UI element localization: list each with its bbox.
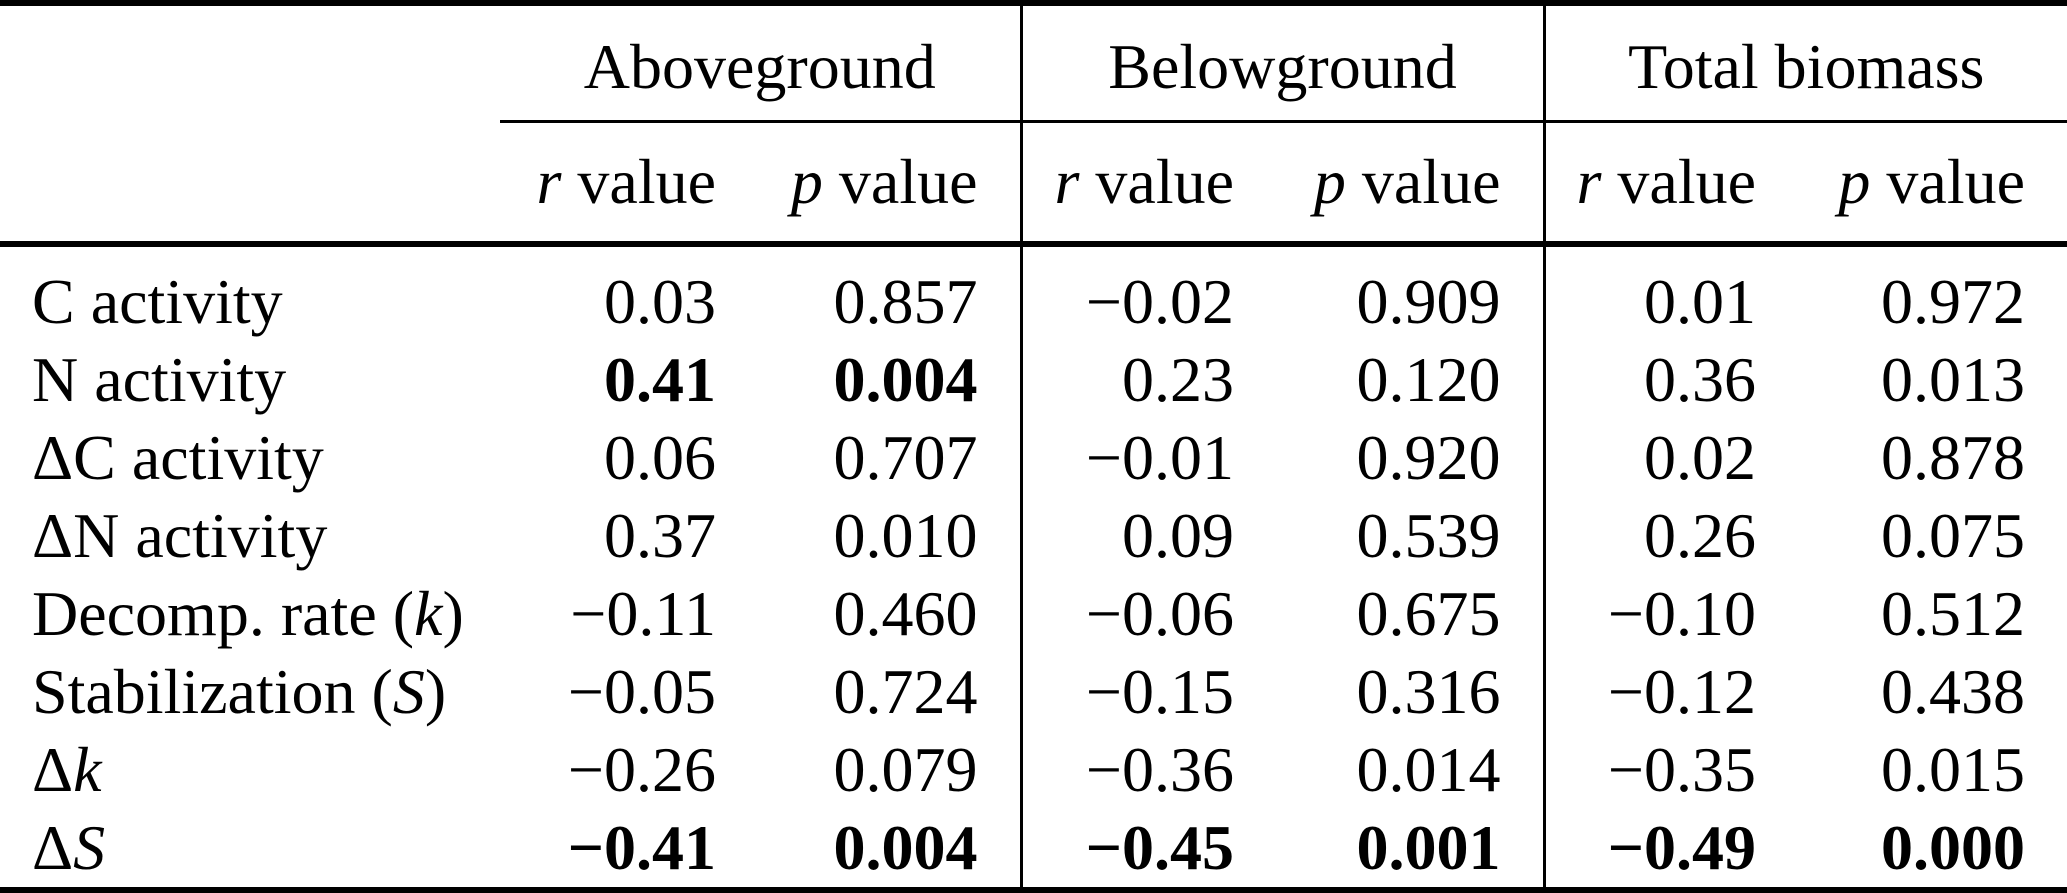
p-label-rest: value: [1870, 146, 2025, 217]
value-cell-belowground-p: 0.001: [1356, 812, 1501, 883]
value-cell-aboveground-r: 0.37: [604, 500, 716, 571]
value-cell-total-r: −0.10: [1542, 575, 1780, 653]
row-label: ΔC activity: [32, 422, 324, 493]
column-header-aboveground-p: p value: [740, 121, 1021, 247]
row-label: ΔS: [32, 812, 106, 883]
r-label-rest: value: [1601, 146, 1756, 217]
r-label-rest: value: [561, 146, 716, 217]
value-cell-belowground-r: −0.01: [1019, 419, 1258, 497]
table-row: ΔC activity 0.06 0.707 −0.01 0.920 0.02 …: [0, 419, 2067, 497]
p-symbol: p: [1313, 146, 1346, 217]
value-cell-belowground-p: 0.014: [1356, 734, 1501, 805]
value-cell-belowground-r: −0.06: [1019, 575, 1258, 653]
corner-cell-2: [0, 121, 500, 247]
p-label-rest: value: [822, 146, 978, 217]
group-header-row: Aboveground Belowground Total biomass: [0, 3, 2067, 123]
value-cell-belowground-r: −0.45: [1019, 809, 1258, 890]
value-cell-total-r: 0.36: [1542, 341, 1780, 419]
value-cell-aboveground-r: −0.26: [567, 734, 716, 805]
value-cell-belowground-r: −0.36: [1019, 731, 1258, 809]
column-header-row: r value p value r value p value r value …: [0, 121, 2067, 247]
value-cell-aboveground-r: 0.41: [604, 344, 716, 415]
value-cell-total-p: 0.972: [1881, 266, 2025, 337]
value-cell-belowground-p: 0.675: [1356, 578, 1501, 649]
value-cell-total-p: 0.075: [1881, 500, 2025, 571]
value-cell-total-r: 0.01: [1542, 244, 1780, 341]
value-cell-aboveground-r: 0.06: [604, 422, 716, 493]
p-symbol: p: [790, 146, 823, 217]
p-symbol: p: [1838, 146, 1871, 217]
value-cell-belowground-r: 0.23: [1019, 341, 1258, 419]
value-cell-belowground-p: 0.909: [1356, 266, 1501, 337]
column-header-total-r: r value: [1542, 121, 1780, 247]
group-header-aboveground: Aboveground: [500, 3, 1021, 123]
value-cell-total-r: 0.26: [1542, 497, 1780, 575]
value-cell-total-p: 0.015: [1881, 734, 2025, 805]
value-cell-aboveground-r: −0.41: [567, 812, 716, 883]
group-header-total-biomass: Total biomass: [1542, 3, 2067, 123]
value-cell-total-r: −0.35: [1542, 731, 1780, 809]
table-row: Δk −0.26 0.079 −0.36 0.014 −0.35 0.015: [0, 731, 2067, 809]
table-row: Decomp. rate (k) −0.11 0.460 −0.06 0.675…: [0, 575, 2067, 653]
value-cell-aboveground-p: 0.010: [833, 500, 978, 571]
value-cell-aboveground-p: 0.724: [833, 656, 978, 727]
r-label-rest: value: [1079, 146, 1234, 217]
row-label: N activity: [32, 344, 287, 415]
row-label: Δk: [32, 734, 102, 805]
table-row: Stabilization (S) −0.05 0.724 −0.15 0.31…: [0, 653, 2067, 731]
value-cell-total-p: 0.878: [1881, 422, 2025, 493]
column-header-belowground-p: p value: [1258, 121, 1544, 247]
table-row: ΔS −0.41 0.004 −0.45 0.001 −0.49 0.000: [0, 809, 2067, 890]
p-label-rest: value: [1345, 146, 1501, 217]
row-label: C activity: [32, 266, 283, 337]
value-cell-belowground-p: 0.920: [1356, 422, 1501, 493]
value-cell-belowground-p: 0.316: [1356, 656, 1501, 727]
table-row: N activity 0.41 0.004 0.23 0.120 0.36 0.…: [0, 341, 2067, 419]
value-cell-total-p: 0.000: [1881, 812, 2025, 883]
value-cell-aboveground-p: 0.079: [833, 734, 978, 805]
value-cell-aboveground-p: 0.004: [833, 812, 978, 883]
value-cell-total-p: 0.438: [1881, 656, 2025, 727]
corner-cell: [0, 3, 500, 122]
row-label: Stabilization (S): [32, 656, 447, 727]
value-cell-aboveground-p: 0.857: [833, 266, 978, 337]
column-header-aboveground-r: r value: [500, 121, 740, 247]
value-cell-total-r: −0.12: [1542, 653, 1780, 731]
table-header: Aboveground Belowground Total biomass r …: [0, 3, 2067, 247]
table-row: ΔN activity 0.37 0.010 0.09 0.539 0.26 0…: [0, 497, 2067, 575]
group-header-belowground: Belowground: [1019, 3, 1544, 123]
table-row: C activity 0.03 0.857 −0.02 0.909 0.01 0…: [0, 244, 2067, 341]
column-header-total-p: p value: [1780, 121, 2067, 247]
r-symbol: r: [536, 146, 562, 217]
value-cell-aboveground-r: −0.11: [570, 578, 716, 649]
table-body: C activity 0.03 0.857 −0.02 0.909 0.01 0…: [0, 244, 2067, 890]
value-cell-total-r: −0.49: [1542, 809, 1780, 890]
column-header-belowground-r: r value: [1019, 121, 1258, 247]
value-cell-belowground-p: 0.120: [1356, 344, 1501, 415]
value-cell-aboveground-p: 0.460: [833, 578, 978, 649]
row-label: Decomp. rate (k): [32, 578, 464, 649]
value-cell-aboveground-r: 0.03: [604, 266, 716, 337]
value-cell-belowground-p: 0.539: [1356, 500, 1501, 571]
value-cell-total-p: 0.013: [1881, 344, 2025, 415]
value-cell-aboveground-p: 0.004: [833, 344, 978, 415]
value-cell-aboveground-p: 0.707: [833, 422, 978, 493]
value-cell-total-r: 0.02: [1542, 419, 1780, 497]
value-cell-belowground-r: −0.02: [1019, 244, 1258, 341]
r-symbol: r: [1054, 146, 1080, 217]
r-symbol: r: [1576, 146, 1602, 217]
value-cell-total-p: 0.512: [1881, 578, 2025, 649]
row-label: ΔN activity: [32, 500, 328, 571]
value-cell-belowground-r: −0.15: [1019, 653, 1258, 731]
value-cell-belowground-r: 0.09: [1019, 497, 1258, 575]
value-cell-aboveground-r: −0.05: [567, 656, 716, 727]
